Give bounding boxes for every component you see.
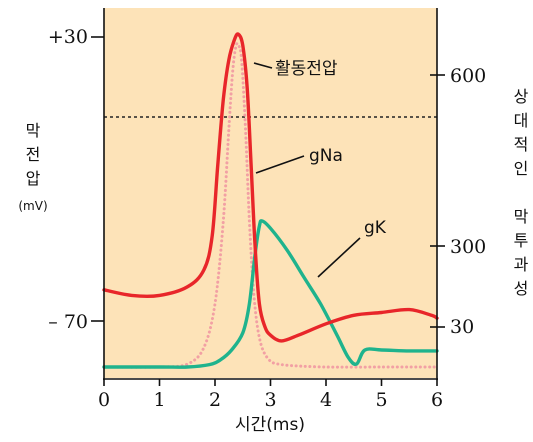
gk-leader: [317, 237, 361, 278]
right-tick-label-600: 600: [450, 65, 486, 87]
left-tick-label-plus30: +30: [48, 26, 88, 48]
right-axis-label-char-8: 성: [514, 279, 529, 298]
series-label-gk: gK: [364, 218, 387, 238]
x-tick-label-6: 6: [431, 389, 443, 411]
right-axis-label-char-7: 과: [514, 255, 529, 274]
right-axis-label-char-4: 인: [514, 159, 529, 178]
x-tick-label-1: 1: [153, 389, 165, 411]
x-tick-label-3: 3: [264, 389, 276, 411]
x-tick-label-4: 4: [320, 389, 332, 411]
right-axis-label-char-6: 투: [514, 231, 529, 250]
left-axis-unit: (mV): [18, 199, 47, 213]
right-tick-label-30: 30: [450, 316, 474, 338]
left-axis-label-char-3: 압: [26, 169, 41, 188]
x-axis-title: 시간(ms): [235, 415, 305, 435]
gna-leader: [255, 155, 305, 174]
series-label-gna: gNa: [309, 146, 343, 166]
left-tick-label-minus70: – 70: [48, 311, 88, 333]
series-layer: [102, 32, 439, 369]
x-tick-label-2: 2: [209, 389, 221, 411]
left-axis-label-char-1: 막: [26, 121, 41, 140]
x-tick-label-0: 0: [98, 389, 110, 411]
right-axis-label-char-2: 대: [514, 111, 529, 130]
x-tick-label-5: 5: [375, 389, 387, 411]
series-line-action-potential: [102, 32, 439, 343]
x-axis-ticks: 0 1 2 3 4 5 6: [98, 379, 443, 411]
right-axis-label-char-1: 상: [514, 87, 529, 106]
right-axis-label-char-3: 적: [514, 135, 529, 154]
left-axis-label-char-2: 전: [26, 145, 41, 164]
action-potential-leader: [253, 62, 273, 69]
right-axis-label-char-5: 막: [514, 207, 529, 226]
plot-background: [104, 8, 437, 378]
right-tick-label-300: 300: [450, 236, 486, 258]
series-label-action-potential: 활동전압: [275, 59, 338, 79]
series-line-gk: [102, 219, 439, 369]
series-line-gna: [102, 41, 439, 369]
